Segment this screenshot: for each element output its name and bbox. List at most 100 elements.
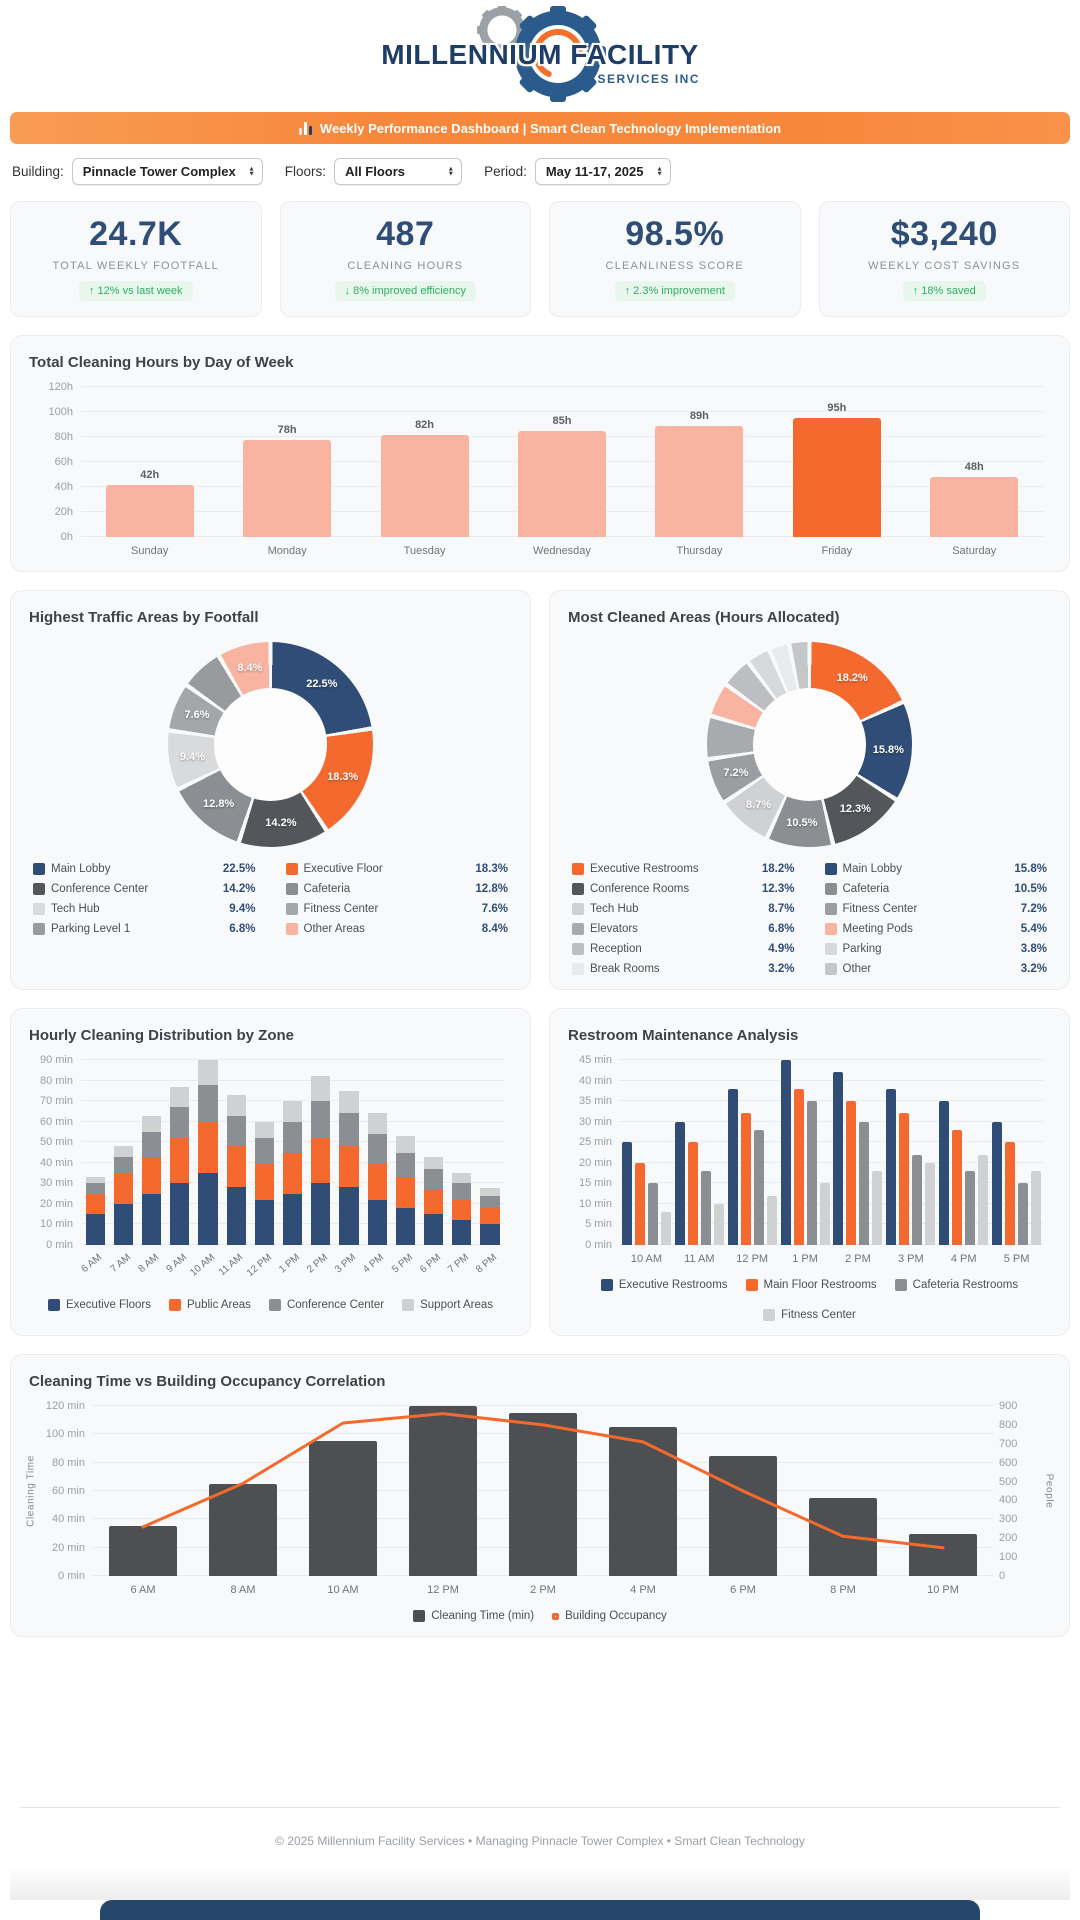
bar bbox=[833, 1072, 844, 1245]
x-tick-label: 4 PM bbox=[950, 1253, 977, 1265]
legend-swatch bbox=[572, 863, 584, 875]
slice-label: 9.4% bbox=[179, 750, 206, 763]
right-y-tick-label: 200 bbox=[999, 1532, 1018, 1545]
logo-subtitle: SERVICES INC bbox=[597, 72, 700, 86]
legend-swatch bbox=[33, 883, 45, 895]
legend-label: Executive Floor bbox=[303, 863, 383, 875]
legend-item: Parking 3.8% bbox=[824, 943, 1047, 955]
kpi-value: 487 bbox=[376, 215, 435, 253]
legend-item: Other Areas 8.4% bbox=[285, 923, 508, 935]
bar-segment bbox=[395, 1152, 415, 1178]
legend-item: Fitness Center bbox=[763, 1309, 856, 1321]
bar bbox=[518, 430, 606, 537]
y-tick-label: 45 min bbox=[578, 1054, 612, 1066]
bar bbox=[713, 1203, 724, 1245]
legend-value: 8.7% bbox=[768, 903, 795, 915]
period-select[interactable]: May 11-17, 2025 bbox=[534, 158, 671, 185]
x-tick-text: 5 PM bbox=[389, 1252, 415, 1276]
bar-value-label: 85h bbox=[552, 414, 572, 427]
chart-legend: Cleaning Time (min) Building Occupancy bbox=[29, 1610, 1051, 1622]
bar-segment bbox=[367, 1162, 387, 1200]
bar-column: 78h bbox=[218, 387, 355, 537]
gridline bbox=[620, 1202, 1043, 1204]
kpi-card-footfall: 24.7K TOTAL WEEKLY FOOTFALL ↑ 12% vs las… bbox=[10, 201, 262, 317]
y-tick-label: 90 min bbox=[39, 1054, 73, 1066]
legend-swatch bbox=[169, 1299, 181, 1311]
legend-label: Conference Center bbox=[51, 883, 149, 895]
legend-item: Meeting Pods 5.4% bbox=[824, 923, 1047, 935]
stacked-bar bbox=[367, 1113, 387, 1245]
bar-column: 42h bbox=[81, 387, 218, 537]
donut-hole bbox=[214, 688, 327, 801]
donut-legend: Executive Restrooms 18.2% Main Lobby 15.8% C… bbox=[568, 863, 1051, 975]
bar bbox=[930, 477, 1019, 537]
bar bbox=[886, 1088, 897, 1245]
bar-column bbox=[293, 1406, 393, 1576]
bar bbox=[806, 1101, 817, 1245]
legend-value: 14.2% bbox=[222, 883, 256, 895]
gridline bbox=[620, 1100, 1043, 1102]
y-tick-label: 25 min bbox=[578, 1136, 612, 1149]
building-select[interactable]: Pinnacle Tower Complex bbox=[71, 158, 263, 185]
legend-swatch bbox=[763, 1309, 776, 1321]
bar-value-label: 78h bbox=[277, 423, 297, 436]
gridline bbox=[81, 1079, 504, 1081]
kpi-trend-badge: ↓ 8% improved efficiency bbox=[334, 281, 476, 301]
bar-segment bbox=[170, 1138, 190, 1184]
bar-segment bbox=[282, 1121, 303, 1153]
y-tick-label: 50 min bbox=[39, 1136, 73, 1149]
legend-label: Main Floor Restrooms bbox=[763, 1279, 877, 1291]
legend-swatch bbox=[572, 903, 584, 915]
card-cleaned-areas-donut: Most Cleaned Areas (Hours Allocated) 18.… bbox=[549, 590, 1070, 990]
bar bbox=[409, 1406, 477, 1576]
bar bbox=[655, 425, 744, 537]
bar-column bbox=[393, 1406, 493, 1576]
legend-item: Tech Hub 8.7% bbox=[572, 903, 795, 915]
gridline bbox=[81, 1100, 504, 1102]
bar-value-label: 48h bbox=[964, 461, 984, 473]
slice-label: 18.3% bbox=[327, 770, 359, 783]
right-y-tick-label: 500 bbox=[999, 1475, 1018, 1488]
building-select-wrap: Pinnacle Tower Complex ▲ ▼ bbox=[71, 158, 263, 185]
donut-hole bbox=[753, 688, 866, 801]
chart-title: Total Cleaning Hours by Day of Week bbox=[29, 354, 294, 371]
dashboard-banner: Weekly Performance Dashboard | Smart Cle… bbox=[10, 112, 1070, 144]
x-tick-label: 1 PM bbox=[277, 1249, 306, 1285]
gridline bbox=[620, 1141, 1043, 1143]
period-filter-label: Period: bbox=[484, 164, 527, 179]
gridline bbox=[81, 411, 1043, 412]
bar bbox=[872, 1171, 883, 1245]
legend-label: Cleaning Time (min) bbox=[431, 1610, 535, 1622]
x-tick-label: 11 AM bbox=[684, 1253, 715, 1265]
legend-label: Other bbox=[842, 963, 872, 975]
kpi-card-cleaning-hours: 487 CLEANING HOURS ↓ 8% improved efficie… bbox=[279, 201, 531, 317]
x-tick-text: 7 PM bbox=[446, 1252, 472, 1276]
x-tick-text: 8 AM bbox=[136, 1252, 161, 1276]
right-y-tick-label: 300 bbox=[999, 1513, 1018, 1526]
stacked-bar bbox=[198, 1060, 218, 1245]
donut-legend: Main Lobby 22.5% Executive Floor 18.3% Confe… bbox=[29, 863, 512, 935]
legend-item: Break Rooms 3.2% bbox=[572, 963, 795, 975]
y-tick-label: 100 min bbox=[45, 1428, 85, 1441]
y-tick-label: 70 min bbox=[39, 1095, 73, 1108]
legend-value: 18.3% bbox=[475, 863, 508, 875]
y-tick-label: 0h bbox=[60, 531, 73, 543]
slice-label: 12.3% bbox=[839, 802, 871, 815]
legend-swatch bbox=[33, 863, 45, 875]
bar-segment bbox=[367, 1134, 387, 1163]
legend-item: Main Floor Restrooms bbox=[745, 1279, 877, 1291]
y-tick-label: 20 min bbox=[578, 1156, 612, 1169]
right-y-tick-label: 0 bbox=[999, 1570, 1006, 1582]
bar bbox=[846, 1101, 857, 1245]
grouped-chart-plot: 0 min 5 min 10 min 15 min 20 min 25 min 30 min… bbox=[579, 1054, 1043, 1251]
bar-segment bbox=[339, 1146, 359, 1188]
legend-value: 3.2% bbox=[1020, 963, 1047, 975]
right-y-tick-label: 900 bbox=[999, 1400, 1018, 1412]
floors-select[interactable]: All Floors bbox=[334, 158, 463, 185]
x-tick-label: Friday bbox=[821, 545, 853, 557]
gridline bbox=[620, 1161, 1043, 1163]
stacked-bar bbox=[141, 1115, 162, 1245]
bars bbox=[620, 1060, 1043, 1245]
legend-value: 12.3% bbox=[761, 883, 795, 895]
